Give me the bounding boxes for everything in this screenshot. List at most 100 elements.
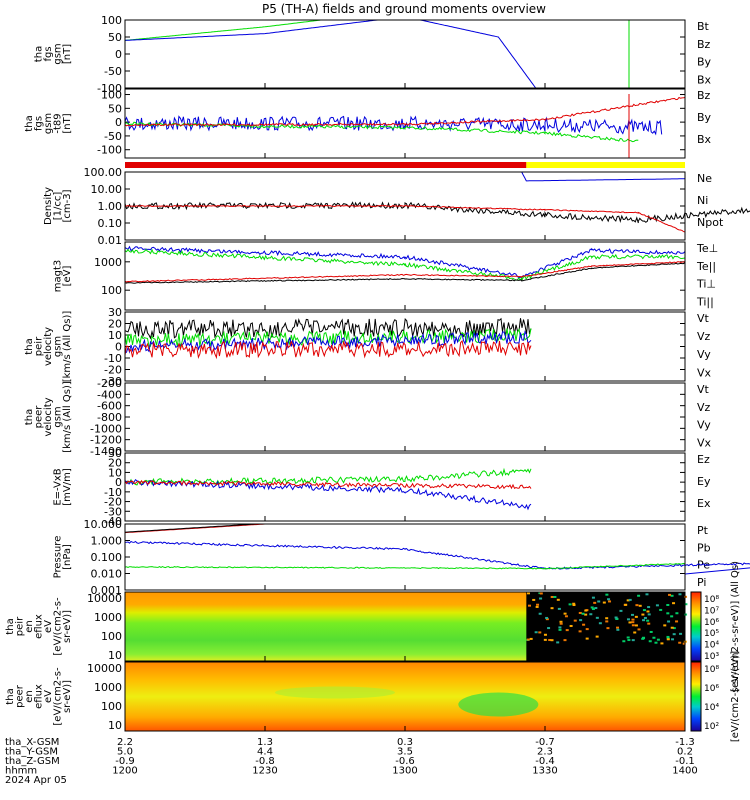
time-axis-value: -0.1 — [675, 756, 695, 767]
spectrogram-pixel — [643, 616, 647, 619]
spectrogram-pixel — [630, 613, 634, 616]
y-tick-label: 1.000 — [91, 535, 123, 548]
series-te-perp — [124, 261, 686, 283]
spectrogram-pixel — [628, 598, 632, 601]
spectrogram-pixel — [638, 604, 642, 607]
spectrogram-pixel — [573, 619, 577, 622]
spectrogram-feature — [458, 692, 539, 717]
time-axis-value: -1.3 — [675, 737, 695, 748]
ylabel-line: fgs — [34, 116, 45, 131]
ylabel-line: [eV/(cm2-s- — [53, 597, 64, 656]
spectrogram-pixel — [607, 598, 611, 601]
y-tick-label: -30 — [104, 505, 122, 518]
time-axis-value: 1200 — [112, 766, 137, 777]
ylabel-line: eflux — [34, 614, 45, 639]
y-tick-label: 10.00 — [91, 183, 123, 196]
ylabel-line: E=-VxB — [53, 468, 64, 505]
colorbar-label: 10³ — [704, 652, 719, 662]
ylabel-line: peer — [15, 684, 26, 708]
colorbar-unit: [eV/(cm2-s-sr-eV)] (All Qs) — [730, 561, 741, 692]
ylabel-line: Density — [43, 187, 54, 225]
ylabel-line: sr-eV)] — [62, 680, 73, 713]
spectrogram-pixel — [591, 608, 595, 611]
spectrogram-pixel — [578, 630, 582, 633]
spectrogram-pixel — [585, 628, 589, 631]
spectrogram-pixel — [684, 613, 688, 616]
y-tick-label: 10 — [108, 719, 122, 732]
spectrogram-pixel — [558, 626, 562, 629]
spectrogram-pixel — [582, 623, 586, 626]
spectrogram-pixel — [675, 620, 679, 623]
spectrogram-pixel — [584, 609, 588, 612]
spectrogram-pixel — [591, 596, 595, 599]
spectrogram-pixel — [682, 642, 686, 645]
spectrogram-pixel — [597, 600, 601, 603]
spectrogram-pixel — [595, 616, 599, 619]
spectrogram-pixel — [626, 599, 630, 602]
spectrogram-pixel — [569, 624, 573, 627]
legend-pt: Pt — [697, 524, 709, 537]
y-tick-label: 0.100 — [91, 551, 123, 564]
series-fgssm-by — [124, 121, 639, 143]
legend-pi: Pi — [697, 576, 706, 589]
y-tick-label: 30 — [108, 306, 122, 319]
spectrogram-pixel — [545, 618, 549, 621]
panel-frame — [124, 523, 686, 591]
spectrogram-pixel — [590, 606, 594, 609]
spectrogram-pixel — [557, 607, 561, 610]
spectrogram-pixel — [675, 612, 679, 615]
spectrogram-pixel — [654, 641, 658, 644]
spectrogram-pixel — [564, 615, 568, 618]
y-tick-label: 100.00 — [84, 166, 123, 179]
y-tick-label: -30 — [104, 375, 122, 388]
legend-pb: Pb — [697, 541, 711, 554]
y-tick-label: 0 — [115, 476, 122, 489]
spectrogram-pixel — [626, 618, 630, 621]
y-tick-label: 1.00 — [98, 200, 123, 213]
spectrogram-pixel — [624, 603, 628, 606]
spectrogram-pixel — [608, 600, 612, 603]
colorbar-label: 10⁴ — [704, 641, 719, 651]
y-tick-label: -40 — [104, 515, 122, 528]
y-tick-label: 10000 — [87, 592, 122, 605]
spectrogram-pixel — [578, 611, 582, 614]
time-axis-row-label: tha_X-GSM — [5, 737, 59, 748]
colorbar-label: 10⁶ — [704, 684, 719, 694]
spectrogram-pixel — [595, 635, 599, 638]
y-tick-label: 0.001 — [91, 584, 123, 597]
spectrogram-pixel — [660, 642, 664, 645]
spectrogram-pixel — [539, 597, 543, 600]
spectrogram-pixel — [536, 603, 540, 606]
spectrogram-pixel — [635, 604, 639, 607]
ylabel-line: eV — [43, 620, 54, 633]
series-ti-par — [124, 248, 686, 281]
spectrogram-pixel — [593, 601, 597, 604]
spectrogram-pixel — [605, 593, 609, 596]
spectrogram-pixel — [558, 628, 562, 631]
y-tick-label: 10.000 — [84, 518, 123, 531]
spectrogram-pixel — [631, 624, 635, 627]
spectrogram-pixel — [563, 639, 567, 642]
legend-vy: Vy — [697, 348, 711, 361]
y-tick-label: 100 — [101, 14, 122, 27]
legend-ti: Ti⊥ — [696, 278, 716, 291]
y-tick-label: 10 — [108, 329, 122, 342]
time-axis-value: -0.6 — [395, 756, 415, 767]
spectrogram-pixel — [538, 631, 542, 634]
legend-vx: Vx — [697, 366, 712, 379]
series-ne — [124, 204, 686, 233]
spectrogram-pixel — [645, 593, 649, 596]
spectrogram-pixel — [602, 601, 606, 604]
y-tick-label: -20 — [104, 364, 122, 377]
spectrogram-pixel — [605, 617, 609, 620]
legend-vz: Vz — [697, 401, 711, 414]
legend-ex: Ex — [697, 497, 711, 510]
time-axis-value: 0.3 — [397, 737, 413, 748]
spectrogram-pixel — [634, 615, 638, 618]
spectrogram-pixel — [598, 622, 602, 625]
ylabel-line: gsm — [53, 336, 64, 357]
ylabel-line: [1/cc] — [53, 192, 64, 221]
time-axis-value: -0.4 — [535, 756, 555, 767]
ylabel-line: tha — [5, 618, 16, 634]
